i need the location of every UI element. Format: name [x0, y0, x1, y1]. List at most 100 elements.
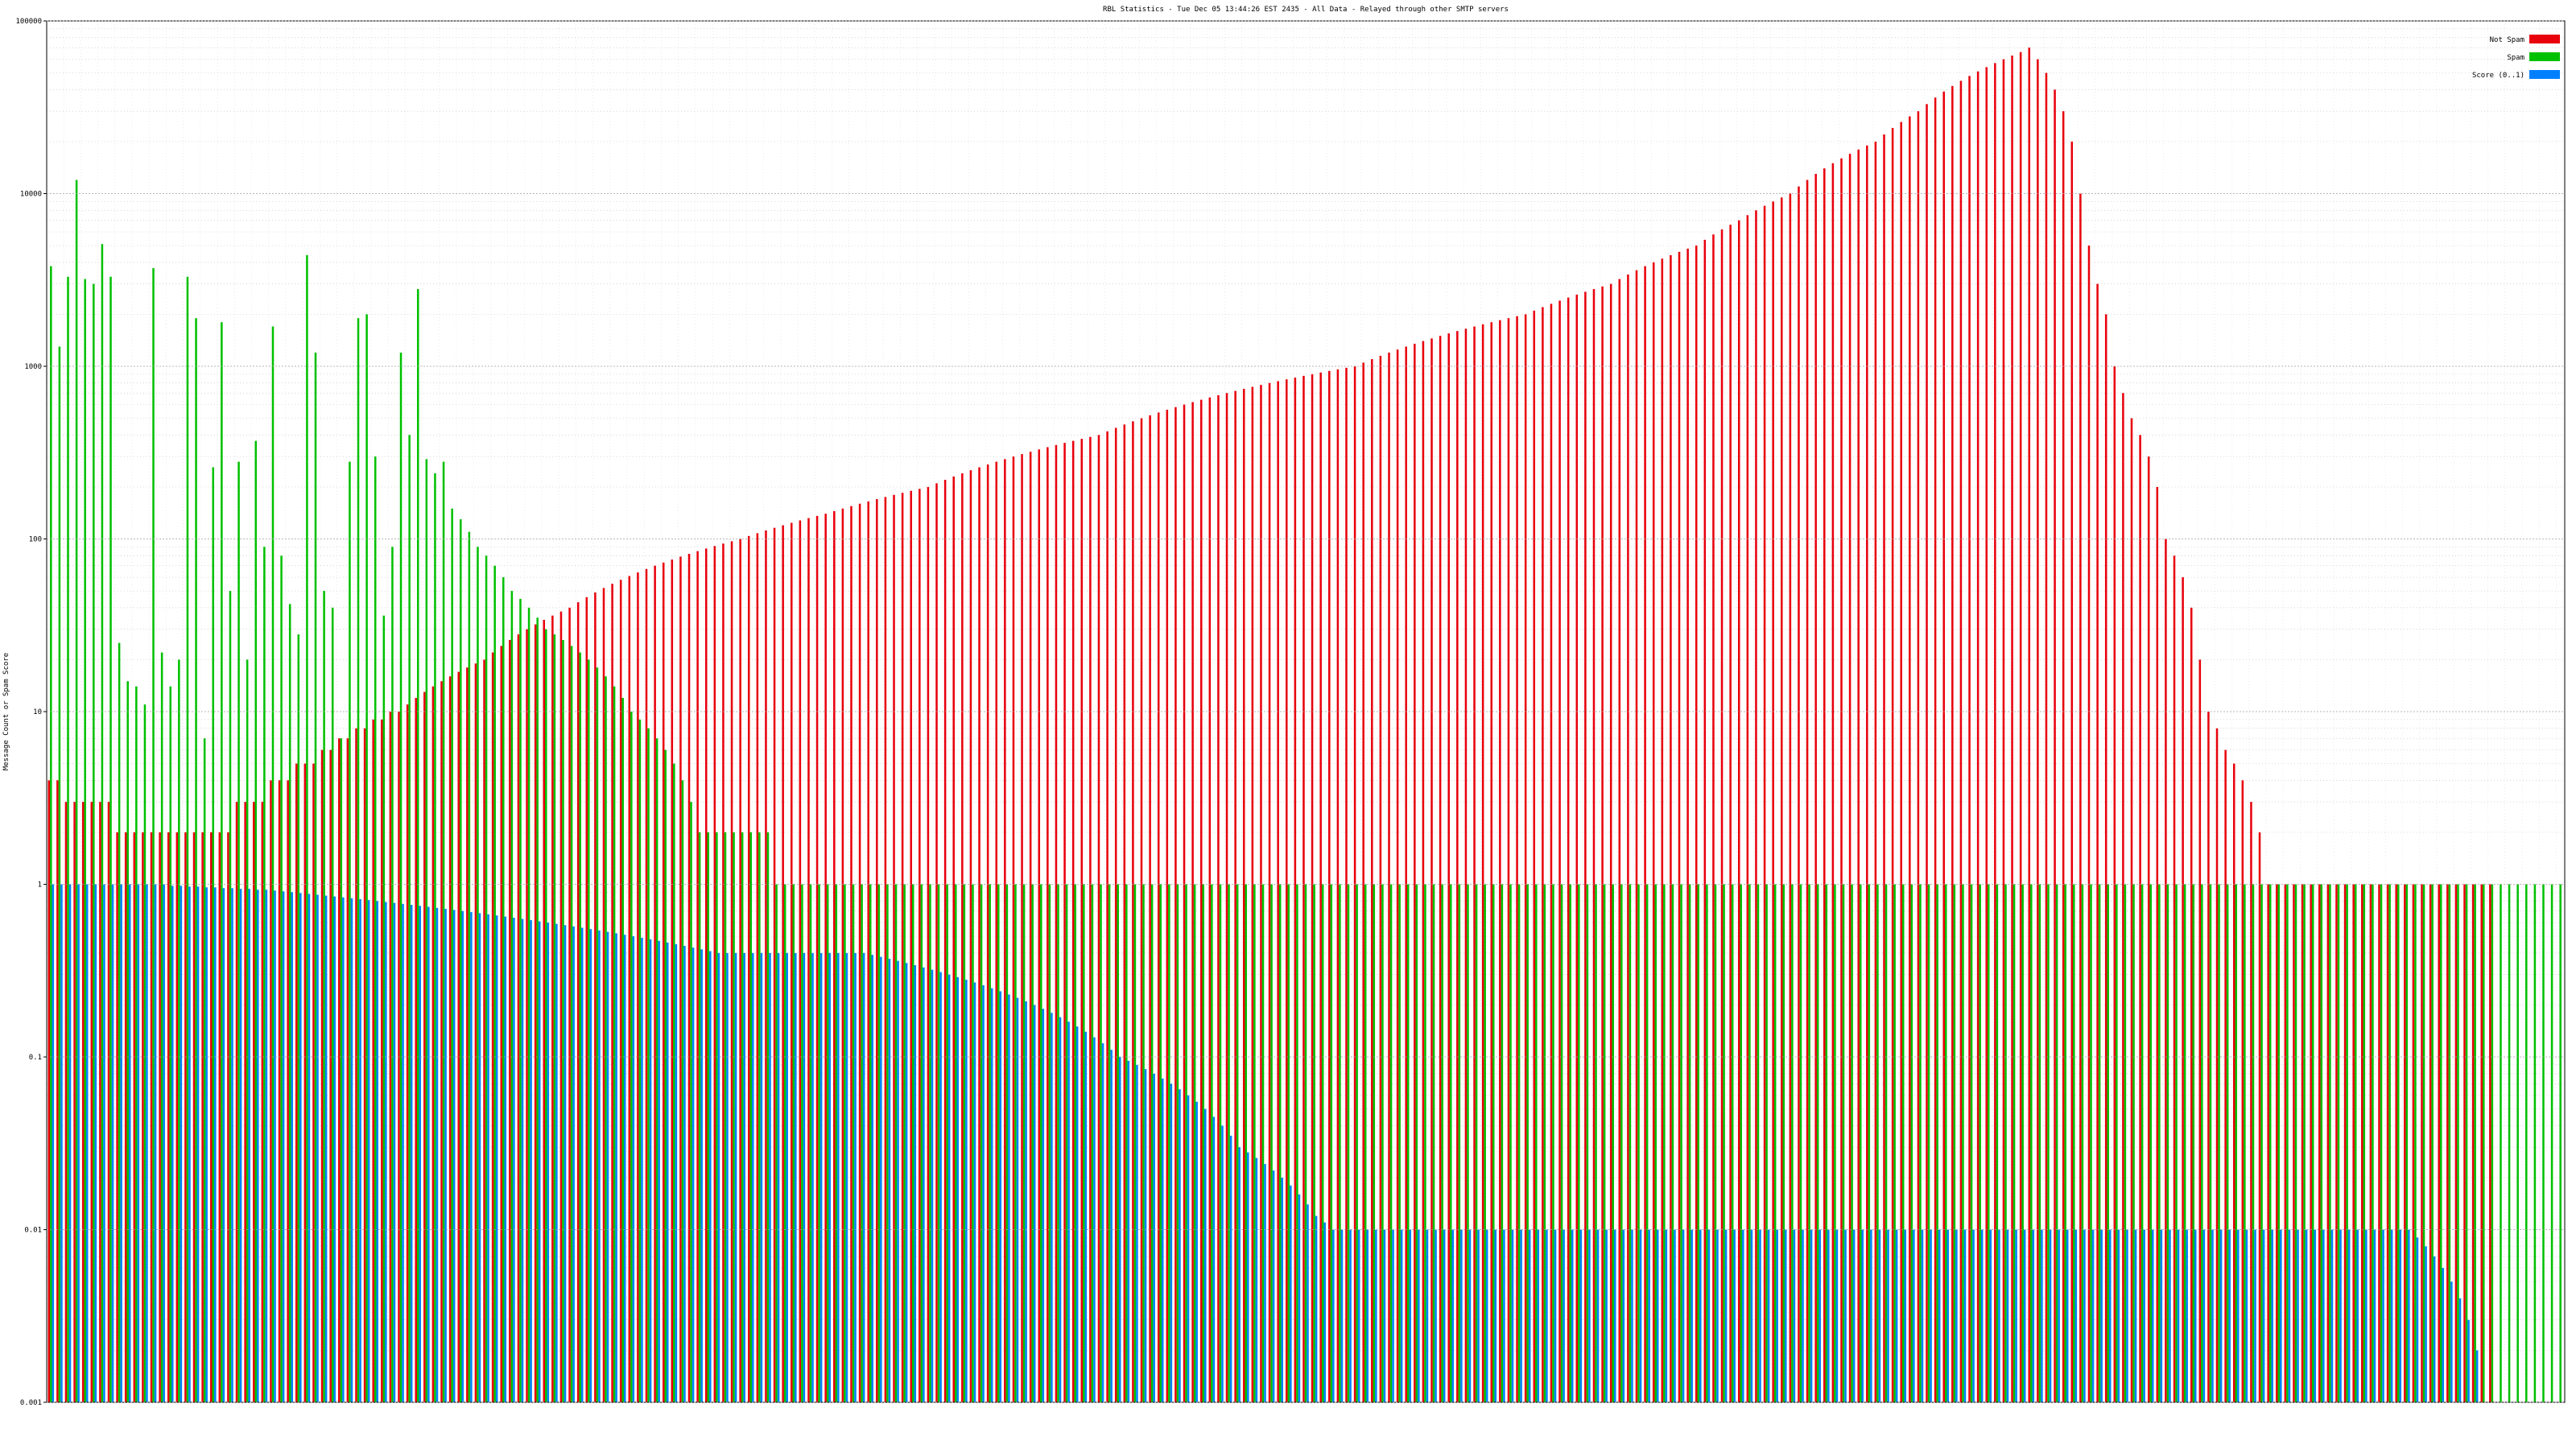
bar-score-0-1 — [2117, 1229, 2120, 1402]
bar-spam — [1211, 884, 1213, 1402]
bar-spam — [1979, 884, 1981, 1402]
bar-spam — [2277, 884, 2281, 1402]
bar-not-spam — [448, 676, 452, 1402]
bar-score-0-1 — [308, 894, 311, 1402]
bar-score-0-1 — [641, 937, 643, 1402]
bar-score-0-1 — [1682, 1229, 1685, 1402]
bar-score-0-1 — [1366, 1229, 1369, 1402]
bar-spam — [58, 346, 61, 1402]
bar-not-spam — [491, 652, 494, 1402]
bar-not-spam — [2241, 780, 2244, 1402]
bar-spam — [323, 591, 325, 1402]
bar-spam — [869, 884, 872, 1402]
bar-not-spam — [142, 832, 144, 1402]
bar-score-0-1 — [359, 898, 361, 1402]
bar-score-0-1 — [2262, 1229, 2265, 1402]
bar-score-0-1 — [2066, 1229, 2069, 1402]
bar-not-spam — [807, 518, 810, 1402]
bar-score-0-1 — [1563, 1229, 1565, 1402]
y-tick-label: 100000 — [15, 18, 42, 26]
bar-spam — [1398, 884, 1401, 1402]
bar-not-spam — [2070, 141, 2074, 1403]
bar-spam — [1808, 884, 1810, 1402]
bar-not-spam — [679, 556, 682, 1403]
bar-score-0-1 — [2023, 1229, 2026, 1402]
bar-not-spam — [56, 780, 59, 1402]
bar-score-0-1 — [2074, 1229, 2078, 1402]
bar-score-0-1 — [1281, 1177, 1283, 1402]
bar-spam — [510, 591, 514, 1402]
bar-spam — [186, 276, 189, 1402]
bar-spam — [741, 832, 744, 1402]
bar-score-0-1 — [2126, 1229, 2128, 1402]
bar-spam — [1100, 884, 1102, 1402]
bar-spam — [1458, 884, 1461, 1402]
bar-score-0-1 — [154, 884, 157, 1402]
bar-score-0-1 — [2356, 1229, 2359, 1402]
legend-label: Score (0..1) — [2472, 72, 2524, 80]
bar-score-0-1 — [231, 888, 233, 1402]
bar-spam — [1765, 884, 1768, 1402]
bar-not-spam — [585, 597, 588, 1402]
bar-spam — [1048, 884, 1051, 1402]
bar-spam — [1578, 884, 1580, 1402]
bar-not-spam — [2096, 283, 2099, 1402]
bar-score-0-1 — [2108, 1229, 2112, 1402]
bar-not-spam — [2054, 89, 2056, 1403]
bar-score-0-1 — [667, 942, 669, 1402]
bar-score-0-1 — [734, 952, 737, 1402]
bar-spam — [809, 884, 812, 1402]
bar-not-spam — [850, 506, 852, 1403]
bar-spam — [2465, 884, 2468, 1402]
bar-spam — [1296, 884, 1298, 1402]
bar-spam — [1834, 884, 1836, 1402]
bar-score-0-1 — [2006, 1229, 2009, 1402]
bar-spam — [997, 884, 1000, 1402]
bar-spam — [1645, 884, 1649, 1402]
bar-spam — [2107, 884, 2109, 1402]
bar-spam — [280, 555, 283, 1402]
bar-score-0-1 — [1861, 1229, 1864, 1402]
bar-spam — [911, 884, 914, 1402]
bar-spam — [1125, 884, 1128, 1402]
bar-score-0-1 — [1955, 1229, 1958, 1402]
bar-not-spam — [1046, 447, 1049, 1402]
bar-spam — [271, 326, 275, 1402]
bar-score-0-1 — [1921, 1229, 1924, 1402]
bar-score-0-1 — [1451, 1229, 1455, 1402]
bar-spam — [929, 884, 931, 1402]
bar-score-0-1 — [376, 901, 379, 1402]
bar-spam — [2064, 884, 2066, 1402]
bar-not-spam — [1319, 372, 1322, 1402]
bar-not-spam — [253, 802, 255, 1402]
bar-not-spam — [943, 480, 947, 1402]
bar-score-0-1 — [120, 884, 122, 1402]
bar-not-spam — [431, 686, 435, 1402]
bar-spam — [1825, 884, 1828, 1402]
bar-not-spam — [1311, 374, 1314, 1402]
bar-not-spam — [133, 832, 136, 1402]
bar-spam — [1133, 884, 1137, 1402]
bar-not-spam — [1746, 215, 1749, 1402]
bar-not-spam — [99, 802, 101, 1402]
bar-spam — [1083, 884, 1085, 1402]
bar-spam — [2457, 884, 2459, 1402]
bar-spam — [1278, 884, 1282, 1402]
bar-not-spam — [1524, 314, 1527, 1403]
bar-score-0-1 — [1264, 1163, 1266, 1402]
bar-not-spam — [363, 728, 366, 1402]
bar-not-spam — [2404, 884, 2406, 1402]
bar-score-0-1 — [572, 926, 575, 1402]
bar-score-0-1 — [239, 889, 242, 1402]
bar-spam — [399, 353, 402, 1402]
bar-score-0-1 — [2228, 1229, 2231, 1402]
bar-not-spam — [2454, 884, 2458, 1402]
bar-spam — [2346, 884, 2348, 1402]
bar-spam — [1219, 884, 1222, 1402]
bar-not-spam — [782, 525, 784, 1402]
bar-not-spam — [1439, 336, 1442, 1403]
bar-score-0-1 — [1827, 1229, 1830, 1402]
bar-not-spam — [2258, 832, 2261, 1402]
bar-spam — [553, 634, 556, 1402]
bar-spam — [2388, 884, 2391, 1402]
